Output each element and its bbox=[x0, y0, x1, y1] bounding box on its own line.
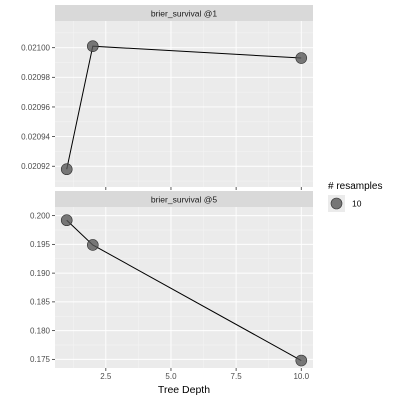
data-point bbox=[86, 239, 99, 251]
major-grid bbox=[55, 207, 313, 368]
y-tick-label: 0.175 bbox=[30, 355, 51, 364]
y-axis: 0.02092 0.02094 0.02096 0.02098 0.02100 bbox=[21, 43, 55, 171]
y-tick-label: 0.02092 bbox=[21, 162, 50, 171]
x-tick-label: 10.0 bbox=[293, 372, 309, 381]
panel-brier-survival-5: brier_survival @5 0.1750.1800.1850.1900.… bbox=[30, 191, 313, 371]
y-tick-label: 0.195 bbox=[30, 240, 51, 249]
data-point bbox=[60, 163, 73, 176]
y-tick-label: 0.180 bbox=[30, 326, 51, 335]
legend-label: 10 bbox=[352, 199, 362, 209]
x-tick-label: 2.5 bbox=[100, 372, 112, 381]
legend: # resamples 10 bbox=[328, 181, 382, 212]
x-axis-title: Tree Depth bbox=[158, 384, 210, 396]
x-tick-label: 7.5 bbox=[231, 372, 243, 381]
minor-grid bbox=[55, 21, 313, 187]
minor-grid bbox=[55, 207, 313, 368]
y-tick-label: 0.185 bbox=[30, 298, 51, 307]
x-axis-ticks bbox=[105, 187, 302, 190]
legend-title: # resamples bbox=[328, 181, 382, 192]
y-tick-label: 0.190 bbox=[30, 269, 51, 278]
data-points bbox=[60, 214, 308, 367]
y-tick-label: 0.200 bbox=[30, 211, 51, 220]
y-tick-label: 0.02096 bbox=[21, 103, 50, 112]
strip-background bbox=[55, 191, 313, 207]
data-point bbox=[295, 52, 308, 64]
strip-label: brier_survival @1 bbox=[151, 9, 218, 19]
x-axis-ticks bbox=[105, 368, 302, 371]
data-points bbox=[60, 40, 308, 176]
data-point bbox=[60, 214, 73, 227]
strip-background bbox=[55, 5, 313, 21]
panel-brier-survival-1: brier_survival @1 0.020920.020940.020960… bbox=[21, 5, 313, 190]
x-axis-tick-labels: 2.5 5.0 7.5 10.0 bbox=[100, 372, 309, 381]
y-tick-label: 0.02094 bbox=[21, 132, 50, 141]
data-point bbox=[295, 354, 308, 367]
strip-label: brier_survival @5 bbox=[151, 195, 218, 205]
y-tick-label: 0.02098 bbox=[21, 73, 50, 82]
y-axis: 0.175 0.180 0.185 0.190 0.195 0.200 bbox=[30, 211, 55, 364]
x-tick-label: 5.0 bbox=[165, 372, 177, 381]
y-tick-label: 0.02100 bbox=[21, 43, 50, 52]
legend-key-point bbox=[330, 197, 343, 210]
data-point bbox=[86, 40, 99, 52]
